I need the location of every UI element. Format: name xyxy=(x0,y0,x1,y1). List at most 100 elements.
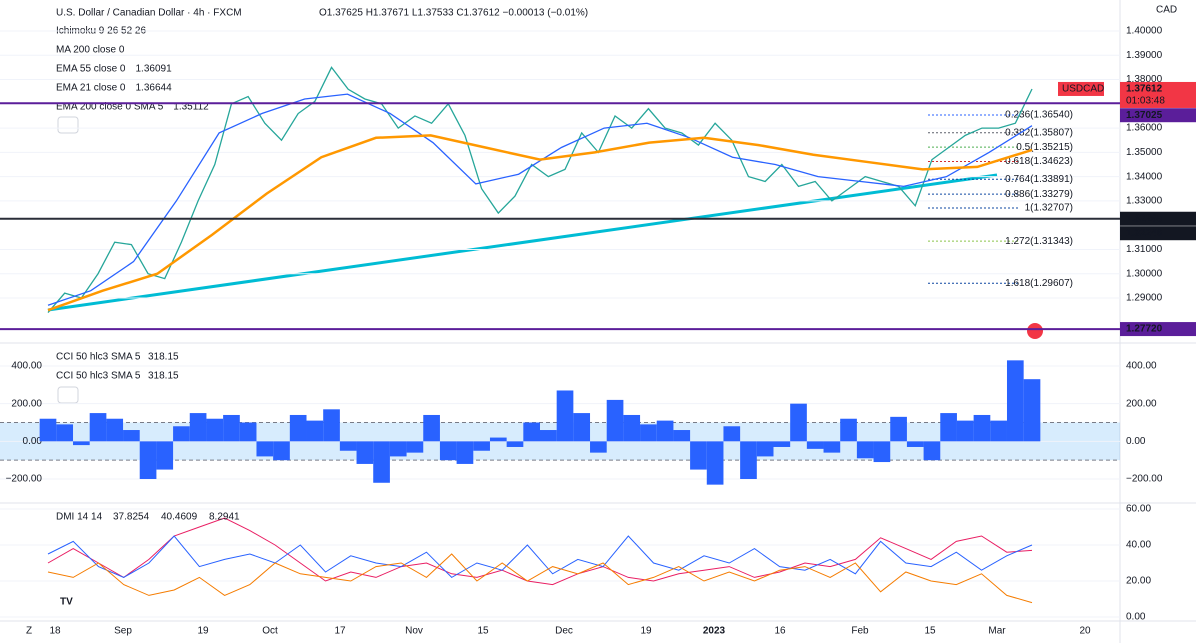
cci-bar xyxy=(389,441,407,457)
fib-label: 1.618(1.29607) xyxy=(1005,278,1073,289)
dmi-line xyxy=(47,535,1033,579)
cci-bar xyxy=(623,414,641,442)
fib-label: 0.5(1.35215) xyxy=(1016,142,1073,153)
fib-label: 0.236(1.36540) xyxy=(1005,110,1073,121)
level-label: 1.32246 xyxy=(1126,228,1163,239)
cci-bar xyxy=(590,441,607,453)
legend-value: 1.36644 xyxy=(135,83,172,94)
cci-bar xyxy=(773,441,791,447)
cci-bar xyxy=(439,441,457,461)
cci-bar xyxy=(890,416,907,442)
cci-bar xyxy=(289,414,307,442)
cci-label: CCI 50 hlc3 SMA 5 xyxy=(56,352,141,363)
time-label: Dec xyxy=(555,626,573,637)
z-icon[interactable]: Z xyxy=(26,626,32,637)
cci-tick-left: 200.00 xyxy=(11,398,42,409)
price-tick: 1.34000 xyxy=(1126,171,1163,182)
cci-bar xyxy=(39,418,57,442)
alert-icon[interactable] xyxy=(1027,323,1043,339)
level-badge xyxy=(1120,322,1196,337)
price-line xyxy=(47,134,1033,312)
cci-bar xyxy=(89,413,107,442)
cci-bar xyxy=(906,441,924,447)
cci-bar xyxy=(1023,379,1041,442)
time-label: 19 xyxy=(640,626,652,637)
cci-bar xyxy=(873,441,891,463)
cci-bar xyxy=(1006,360,1024,442)
cci-bar xyxy=(489,437,507,442)
cci-bar xyxy=(640,424,657,442)
cci-bar xyxy=(306,420,324,442)
cci-tick-left: 400.00 xyxy=(11,361,42,372)
cci-bar xyxy=(523,422,540,442)
cci-bar xyxy=(456,441,474,464)
dmi-tick: 60.00 xyxy=(1126,504,1151,515)
dmi-line xyxy=(47,517,1033,586)
cci-bar xyxy=(156,441,174,470)
cci-bar xyxy=(256,441,274,457)
cci-bar xyxy=(73,441,90,446)
collapse-button[interactable] xyxy=(57,386,79,404)
time-label: Nov xyxy=(405,626,423,637)
cci-bar xyxy=(706,441,724,485)
cci-bar xyxy=(990,420,1007,442)
price-tick: 1.39000 xyxy=(1126,50,1163,61)
cci-bar xyxy=(473,441,490,451)
cci-bar xyxy=(423,414,440,442)
time-label: Sep xyxy=(114,626,132,637)
fib-label: 0.764(1.33891) xyxy=(1005,174,1073,185)
cci-bar xyxy=(573,413,591,442)
cci-bar xyxy=(189,413,207,442)
fib-label: 0.618(1.34623) xyxy=(1005,156,1073,167)
legend-label: EMA 21 close 0 xyxy=(56,83,126,94)
dmi-value: 37.8254 xyxy=(113,512,150,523)
fib-label: 1(1.32707) xyxy=(1025,203,1073,214)
cci-bar xyxy=(323,409,340,442)
cci-bar xyxy=(690,441,707,470)
fib-label: 0.382(1.35807) xyxy=(1005,127,1073,138)
time-label: 15 xyxy=(924,626,936,637)
time-label: 16 xyxy=(774,626,786,637)
time-label: 17 xyxy=(334,626,346,637)
price-tick: 1.31000 xyxy=(1126,244,1163,255)
symbol-badge xyxy=(1058,81,1104,96)
cci-bar xyxy=(790,403,807,442)
level-badge xyxy=(1120,226,1196,241)
cci-tick: 200.00 xyxy=(1126,398,1157,409)
time-label: Oct xyxy=(262,626,278,637)
price-line xyxy=(47,66,1033,313)
cci-bar xyxy=(506,441,524,447)
legend-value: 1.35112 xyxy=(173,102,209,113)
price-tick: 1.38000 xyxy=(1126,74,1163,85)
collapse-button[interactable] xyxy=(57,116,79,134)
time-label: 15 xyxy=(477,626,489,637)
price-tick: 1.33000 xyxy=(1126,196,1163,207)
cci-bar xyxy=(173,426,190,442)
time-label: 19 xyxy=(197,626,209,637)
cci-bar xyxy=(540,430,557,442)
cci-bar xyxy=(823,441,841,453)
price-tick: 1.30000 xyxy=(1126,268,1163,279)
cci-tick: 400.00 xyxy=(1126,361,1157,372)
price-badge xyxy=(1120,81,1196,108)
countdown: 01:03:48 xyxy=(1126,96,1165,107)
dmi-tick: 20.00 xyxy=(1126,576,1151,587)
cci-bar xyxy=(756,441,774,457)
cci-bar xyxy=(740,441,757,479)
cci-bar xyxy=(673,430,691,442)
cci-bar xyxy=(606,399,624,442)
cci-bar xyxy=(139,441,157,479)
cci-bar xyxy=(356,441,374,464)
price-tick: 1.29000 xyxy=(1126,293,1163,304)
tv-logo: TV xyxy=(60,597,73,608)
dmi-label: DMI 14 14 xyxy=(56,512,103,523)
legend-label: MA 200 close 0 xyxy=(56,45,125,56)
time-label: 18 xyxy=(49,626,61,637)
cci-tick: 0.00 xyxy=(1126,436,1146,447)
cci-bar xyxy=(339,441,357,451)
fib-label: 1.272(1.31343) xyxy=(1005,236,1073,247)
cci-bar xyxy=(856,441,874,459)
currency: CAD xyxy=(1156,5,1177,16)
